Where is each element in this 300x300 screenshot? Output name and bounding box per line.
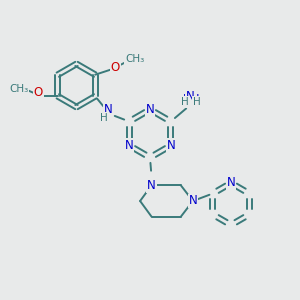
Text: H: H [181, 97, 189, 107]
Text: H: H [193, 97, 201, 107]
Text: NH: NH [183, 93, 200, 106]
Text: O: O [34, 85, 43, 99]
Text: CH₃: CH₃ [9, 84, 28, 94]
Text: N: N [226, 176, 236, 190]
Text: H: H [100, 112, 108, 123]
Text: N: N [125, 139, 134, 152]
Text: N: N [167, 139, 175, 152]
Text: N: N [104, 103, 112, 116]
Text: O: O [111, 61, 120, 74]
Text: N: N [147, 179, 156, 192]
Text: N: N [186, 90, 195, 103]
Text: N: N [146, 103, 154, 116]
Text: N: N [188, 194, 197, 208]
Text: CH₃: CH₃ [125, 54, 144, 64]
